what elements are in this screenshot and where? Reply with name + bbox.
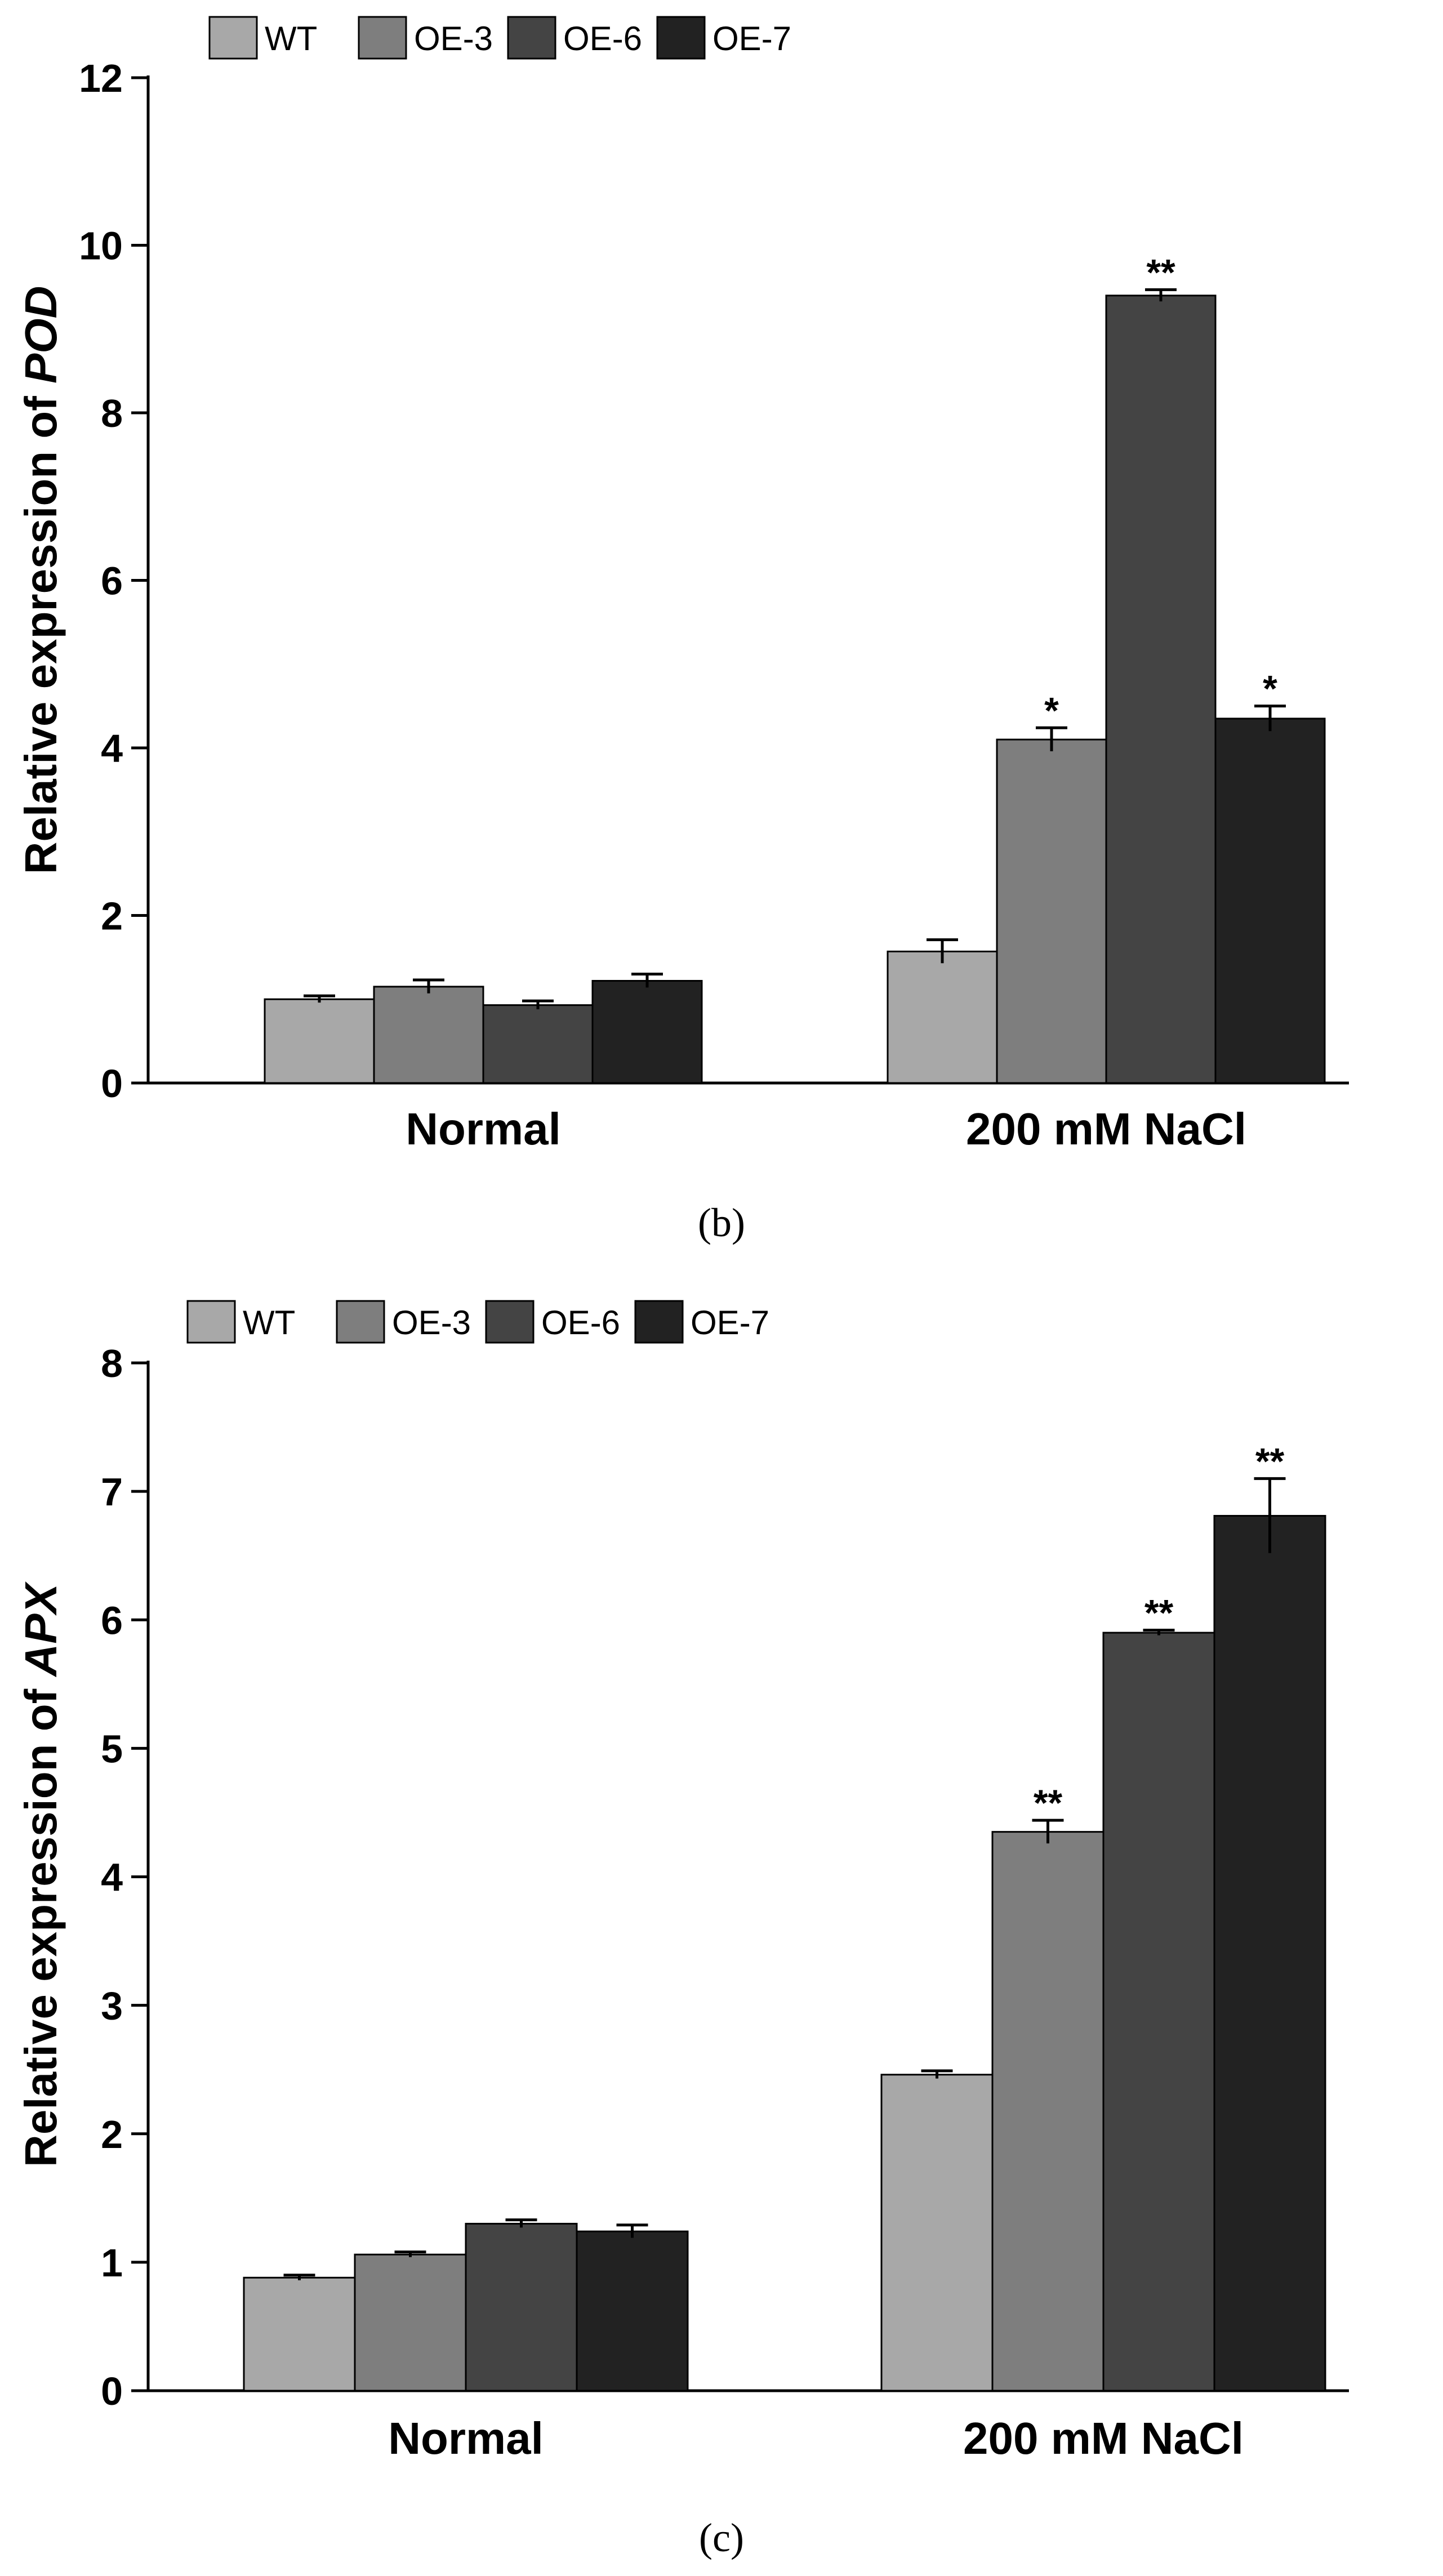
bar-oe-3	[373, 986, 484, 1084]
bar-oe-6	[1102, 1632, 1215, 2392]
significance-mark: *	[1263, 668, 1277, 710]
x-category-label: Normal	[388, 2413, 544, 2463]
significance-mark: **	[1034, 1782, 1063, 1824]
bar-oe-7	[591, 980, 703, 1084]
y-tick-label: 10	[79, 224, 123, 268]
y-tick-label: 12	[79, 56, 123, 100]
legend-swatch-wt	[208, 16, 258, 60]
y-tick-label: 7	[101, 1470, 123, 1514]
legend-label: OE-7	[712, 20, 791, 57]
y-tick-label: 4	[101, 1856, 123, 1900]
legend-label: WT	[265, 20, 317, 57]
significance-mark: **	[1144, 1592, 1174, 1634]
bar-oe-6	[482, 1004, 594, 1084]
y-tick-label: 2	[101, 894, 123, 938]
bar-oe-7	[1214, 717, 1326, 1084]
y-tick-label: 8	[101, 1342, 123, 1385]
bar-oe-3	[354, 2253, 467, 2392]
chart-pod: 0 2 4 6 8 10 12 Relative expression of POD Norma…	[16, 16, 1349, 1245]
significance-mark: **	[1146, 251, 1175, 293]
bar-wt	[880, 2074, 994, 2392]
bar-oe-3	[996, 738, 1107, 1084]
y-tick-label: 0	[101, 2369, 123, 2413]
y-tick-label: 5	[101, 1727, 123, 1771]
legend-label: WT	[243, 1304, 295, 1342]
y-tick-label: 1	[101, 2241, 123, 2285]
y-axis-label: Relative expression of POD	[16, 286, 66, 875]
legend-swatch-oe-6	[485, 1300, 535, 1344]
bar-oe-7	[1213, 1514, 1326, 2392]
legend-label: OE-3	[414, 20, 493, 57]
y-tick-label: 2	[101, 2113, 123, 2156]
bar-oe-7	[576, 2230, 689, 2392]
y-axis-label-gene: POD	[16, 286, 66, 384]
panel-label: (c)	[699, 2515, 744, 2560]
x-category-label: Normal	[406, 1104, 561, 1154]
x-category-label: 200 mM NaCl	[963, 2413, 1244, 2463]
bar-oe-3	[991, 1831, 1104, 2392]
y-axis-label-prefix: Relative expression of	[16, 384, 66, 874]
bar-wt	[264, 998, 375, 1084]
legend-swatch-oe-7	[656, 16, 706, 60]
legend-label: OE-3	[392, 1304, 471, 1342]
y-axis-label-gene: APX	[16, 1581, 66, 1677]
bar-wt	[887, 950, 998, 1084]
legend-swatch-wt	[186, 1300, 236, 1344]
chart-apx: 0 1 2 3 4 5 6 7 8 Relative expression of APX Norma…	[16, 1300, 1349, 2560]
bar-wt	[243, 2276, 356, 2392]
legend-label: OE-6	[563, 20, 642, 57]
x-category-label: 200 mM NaCl	[966, 1104, 1246, 1154]
legend-swatch-oe-3	[358, 16, 407, 60]
y-axis-label-prefix: Relative expression of	[16, 1677, 66, 2167]
y-axis-label: Relative expression of APX	[16, 1581, 66, 2167]
bar-oe-6	[1105, 295, 1217, 1084]
y-tick-label: 8	[101, 391, 123, 435]
legend-swatch-oe-7	[634, 1300, 684, 1344]
y-tick-label: 3	[101, 1984, 123, 2028]
significance-mark: **	[1255, 1440, 1285, 1482]
y-tick-label: 6	[101, 559, 123, 603]
y-tick-label: 0	[101, 1062, 123, 1106]
bar-oe-6	[465, 2222, 578, 2392]
legend-swatch-oe-6	[507, 16, 556, 60]
y-tick-label: 4	[101, 727, 123, 770]
y-tick-label: 6	[101, 1598, 123, 1642]
legend-label: OE-7	[691, 1304, 769, 1342]
legend-label: OE-6	[541, 1304, 620, 1342]
legend-swatch-oe-3	[336, 1300, 385, 1344]
significance-mark: *	[1044, 689, 1059, 731]
panel-label: (b)	[698, 1200, 745, 1245]
